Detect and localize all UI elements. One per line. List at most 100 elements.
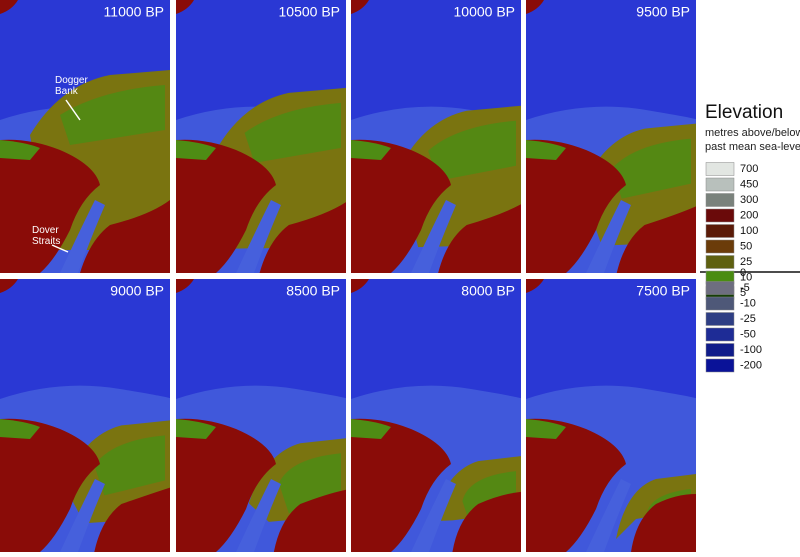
map — [0, 279, 170, 552]
legend-subtitle: metres above/below — [705, 127, 800, 139]
map-panel: 8500 BP — [176, 279, 346, 552]
land-green — [176, 140, 216, 160]
legend-swatch — [705, 177, 735, 192]
map — [176, 279, 346, 552]
legend-label: 5 — [740, 287, 746, 299]
legend-label: 200 — [740, 209, 758, 221]
map — [0, 0, 170, 273]
legend-label: -25 — [740, 313, 756, 325]
map-panel: 8000 BP — [351, 279, 521, 552]
norway — [351, 0, 369, 14]
land-continent — [631, 494, 696, 552]
norway — [176, 0, 194, 14]
land-britain — [351, 418, 451, 552]
map-panel: 7500 BP — [526, 279, 696, 552]
legend-swatch — [705, 312, 735, 326]
panel-label: 8000 BP — [461, 283, 515, 299]
norway — [0, 279, 18, 293]
land-continent — [259, 202, 346, 273]
land-britain — [526, 418, 626, 552]
legend-title: Elevation — [705, 102, 783, 123]
channel — [60, 200, 105, 273]
panel-label: 9500 BP — [636, 4, 690, 20]
norway — [526, 0, 544, 14]
channel — [236, 479, 281, 552]
land-continent — [273, 489, 346, 552]
legend-swatch — [705, 193, 735, 207]
land-continent — [80, 200, 170, 273]
channel — [411, 200, 456, 273]
plateau-green — [611, 138, 691, 199]
land-britain — [0, 418, 100, 552]
land-britain — [176, 418, 276, 552]
norway — [0, 0, 18, 14]
panel-label: 9000 BP — [110, 283, 164, 299]
panel-label: 11000 BP — [104, 4, 164, 20]
map-panel: 11000 BP Dogger Bank Dover Straits — [0, 0, 170, 273]
legend-label: 300 — [740, 194, 758, 206]
legend-label: -50 — [740, 328, 756, 340]
legend-swatch — [705, 255, 735, 269]
annotation: Dogger Bank — [55, 75, 88, 97]
legend-label: 0 — [740, 267, 746, 279]
map-panel: 10000 BP — [351, 0, 521, 273]
map — [526, 279, 696, 552]
map-panel: 9500 BP — [526, 0, 696, 273]
legend-label: 450 — [740, 178, 758, 190]
land-continent — [94, 487, 170, 552]
legend-label: -5 — [740, 282, 750, 294]
land-britain — [176, 139, 276, 273]
land-green — [526, 140, 566, 160]
panel-label: 8500 BP — [286, 283, 340, 299]
channel — [586, 479, 631, 552]
plateau-green — [94, 435, 165, 496]
panel-label: 10500 BP — [279, 4, 341, 20]
norway — [176, 279, 194, 293]
map-panel: 10500 BP — [176, 0, 346, 273]
legend-swatch — [705, 239, 735, 254]
legend-swatch — [705, 208, 735, 223]
map — [351, 279, 521, 552]
legend-swatch — [705, 296, 735, 311]
plateau-green — [60, 85, 165, 145]
legend-label: 10 — [740, 271, 752, 283]
plateau-green — [428, 120, 516, 181]
legend-swatch — [705, 327, 735, 342]
legend-label: 50 — [740, 240, 752, 252]
land-britain — [526, 139, 626, 273]
annotation-line — [51, 244, 69, 253]
legend-swatch — [705, 343, 735, 357]
land-britain — [0, 139, 100, 273]
land-green — [351, 140, 391, 160]
channel — [411, 479, 456, 552]
annotation: Dover Straits — [32, 225, 60, 247]
legend-label: 700 — [740, 163, 758, 175]
legend-label: -10 — [740, 297, 756, 309]
panel-label: 10000 BP — [454, 4, 516, 20]
legend-label: -200 — [740, 359, 762, 371]
legend-subtitle: past mean sea-level — [705, 141, 800, 153]
land-britain — [351, 139, 451, 273]
land-continent — [616, 206, 696, 273]
land-green — [0, 419, 40, 439]
land-green — [351, 419, 391, 439]
map — [526, 0, 696, 273]
legend-swatch — [705, 162, 735, 176]
channel — [236, 200, 281, 273]
land-continent — [438, 204, 521, 273]
legend-label: 100 — [740, 225, 758, 237]
legend-swatch — [705, 224, 735, 238]
channel — [586, 200, 631, 273]
map-panel: 9000 BP — [0, 279, 170, 552]
norway — [526, 279, 544, 293]
legend-swatch — [705, 358, 735, 373]
legend-swatch — [705, 281, 735, 295]
legend-label: -100 — [740, 344, 762, 356]
panel-label: 7500 BP — [636, 283, 690, 299]
map — [351, 0, 521, 273]
land-green — [176, 419, 216, 439]
land-continent — [452, 491, 521, 552]
land-green — [526, 419, 566, 439]
plateau-green — [244, 102, 341, 163]
